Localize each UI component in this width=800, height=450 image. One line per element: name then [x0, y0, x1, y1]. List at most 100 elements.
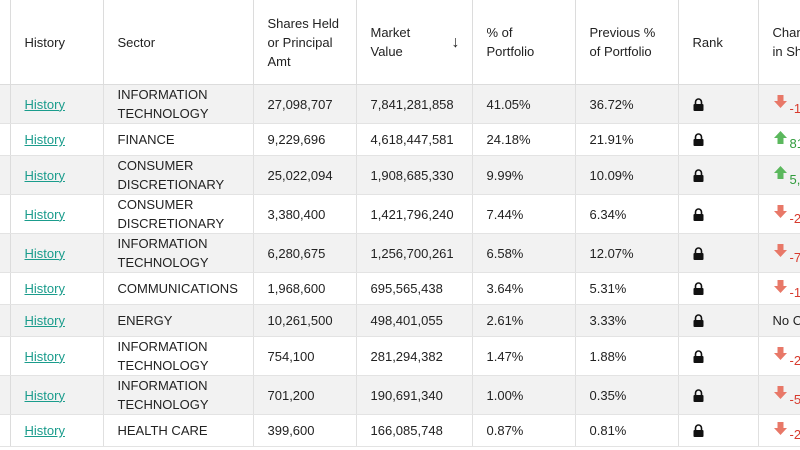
pct-portfolio-cell: 3.64%: [472, 272, 576, 305]
change-value: 5,: [789, 171, 800, 187]
header-rank[interactable]: Rank: [678, 0, 759, 85]
change-cell: No C: [758, 304, 800, 337]
market-value-cell: 498,401,055: [356, 304, 473, 337]
market-value-cell: 695,565,438: [356, 272, 473, 305]
sort-desc-icon[interactable]: ↓: [451, 33, 460, 51]
history-link[interactable]: History: [24, 167, 65, 183]
row-gutter: [0, 233, 11, 273]
rank-cell: [678, 194, 759, 234]
lock-icon[interactable]: [693, 168, 746, 182]
pct-portfolio-cell: 1.47%: [472, 336, 576, 376]
row-gutter: [0, 155, 11, 195]
header-shares[interactable]: Shares Held or Principal Amt: [253, 0, 357, 85]
header-pct-portfolio[interactable]: % of Portfolio: [472, 0, 576, 85]
history-link[interactable]: History: [24, 387, 65, 403]
change-value: 81: [789, 136, 800, 151]
increase-arrow-icon: [773, 165, 788, 185]
table-row: History CONSUMER DISCRETIONARY 3,380,400 1,…: [0, 194, 800, 234]
table-row: History FINANCE 9,229,696 4,618,447,581 24.1…: [0, 123, 800, 156]
rank-cell: [678, 123, 759, 156]
sector-cell: CONSUMER DISCRETIONARY: [103, 155, 254, 195]
change-value: -2: [789, 427, 800, 442]
header-market-value[interactable]: Market Value ↓: [356, 0, 473, 85]
market-value-cell: 7,841,281,858: [356, 84, 473, 124]
history-cell: History: [10, 194, 104, 234]
pct-portfolio-cell: 24.18%: [472, 123, 576, 156]
previous-pct-cell: 0.81%: [575, 414, 679, 447]
history-link[interactable]: History: [24, 313, 65, 328]
decrease-arrow-icon: [773, 346, 788, 366]
rank-cell: [678, 155, 759, 195]
sector-cell: ENERGY: [103, 304, 254, 337]
market-value-cell: 190,691,340: [356, 375, 473, 415]
row-gutter: [0, 304, 11, 337]
rank-cell: [678, 272, 759, 305]
history-link[interactable]: History: [24, 348, 65, 364]
table-row: History INFORMATION TECHNOLOGY 701,200 190,…: [0, 375, 800, 415]
history-link[interactable]: History: [24, 245, 65, 261]
history-link[interactable]: History: [24, 132, 65, 147]
lock-icon[interactable]: [693, 349, 746, 363]
table-header-row: History Sector Shares Held or Principal …: [0, 0, 800, 85]
sector-cell: INFORMATION TECHNOLOGY: [103, 84, 254, 124]
header-sector[interactable]: Sector: [103, 0, 254, 85]
history-link[interactable]: History: [24, 281, 65, 296]
rank-cell: [678, 84, 759, 124]
row-gutter: [0, 375, 11, 415]
shares-cell: 25,022,094: [253, 155, 357, 195]
sector-cell: HEALTH CARE: [103, 414, 254, 447]
previous-pct-cell: 21.91%: [575, 123, 679, 156]
header-change[interactable]: Change in Shares: [758, 0, 800, 85]
history-cell: History: [10, 414, 104, 447]
rank-cell: [678, 414, 759, 447]
lock-icon[interactable]: [693, 97, 746, 111]
lock-icon[interactable]: [693, 282, 746, 295]
rank-cell: [678, 336, 759, 376]
change-value: -1: [789, 100, 800, 116]
change-cell: -5: [758, 375, 800, 415]
previous-pct-cell: 0.35%: [575, 375, 679, 415]
previous-pct-cell: 12.07%: [575, 233, 679, 273]
shares-cell: 10,261,500: [253, 304, 357, 337]
history-link[interactable]: History: [24, 206, 65, 222]
row-gutter: [0, 272, 11, 305]
row-gutter: [0, 123, 11, 156]
lock-icon[interactable]: [693, 133, 746, 146]
sector-cell: INFORMATION TECHNOLOGY: [103, 375, 254, 415]
table-row: History CONSUMER DISCRETIONARY 25,022,094 1…: [0, 155, 800, 195]
shares-cell: 9,229,696: [253, 123, 357, 156]
lock-icon[interactable]: [693, 314, 746, 327]
table-row: History INFORMATION TECHNOLOGY 6,280,675 1,…: [0, 233, 800, 273]
history-cell: History: [10, 272, 104, 305]
shares-cell: 399,600: [253, 414, 357, 447]
header-previous-pct[interactable]: Previous % of Portfolio: [575, 0, 679, 85]
change-cell: 5,: [758, 155, 800, 195]
sector-cell: COMMUNICATIONS: [103, 272, 254, 305]
previous-pct-cell: 1.88%: [575, 336, 679, 376]
sector-cell: FINANCE: [103, 123, 254, 156]
market-value-cell: 4,618,447,581: [356, 123, 473, 156]
sector-cell: INFORMATION TECHNOLOGY: [103, 336, 254, 376]
lock-icon[interactable]: [693, 207, 746, 221]
change-cell: 81: [758, 123, 800, 156]
row-gutter: [0, 194, 11, 234]
market-value-cell: 1,421,796,240: [356, 194, 473, 234]
row-gutter: [0, 84, 11, 124]
lock-icon[interactable]: [693, 388, 746, 402]
change-cell: -2: [758, 336, 800, 376]
decrease-arrow-icon: [773, 204, 788, 224]
history-link[interactable]: History: [24, 96, 65, 112]
rank-cell: [678, 375, 759, 415]
sector-cell: INFORMATION TECHNOLOGY: [103, 233, 254, 273]
previous-pct-cell: 6.34%: [575, 194, 679, 234]
shares-cell: 701,200: [253, 375, 357, 415]
shares-cell: 1,968,600: [253, 272, 357, 305]
lock-icon[interactable]: [693, 424, 746, 437]
table-row: History COMMUNICATIONS 1,968,600 695,565,43…: [0, 272, 800, 305]
header-history[interactable]: History: [10, 0, 104, 85]
history-link[interactable]: History: [24, 423, 65, 438]
shares-cell: 27,098,707: [253, 84, 357, 124]
lock-icon[interactable]: [693, 246, 746, 260]
rank-cell: [678, 233, 759, 273]
